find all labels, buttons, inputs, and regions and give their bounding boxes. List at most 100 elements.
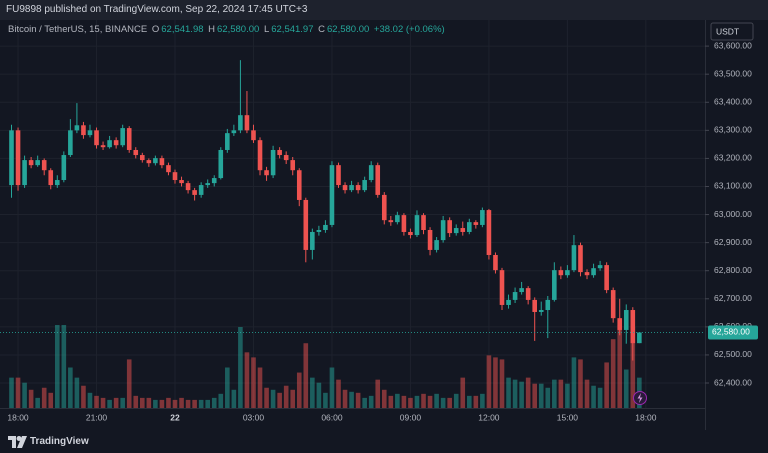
volume-bar bbox=[552, 379, 557, 408]
volume-bar bbox=[395, 393, 400, 408]
y-tick-label: 63,200.00 bbox=[714, 153, 752, 163]
candle-body bbox=[408, 231, 413, 236]
volume-bar bbox=[453, 393, 459, 408]
candle-body bbox=[179, 180, 184, 184]
candle-body bbox=[480, 210, 485, 225]
volume-bar bbox=[473, 395, 479, 408]
candle-body bbox=[133, 149, 139, 156]
candle-body bbox=[538, 310, 544, 312]
volume-bar bbox=[571, 357, 577, 408]
candle-body bbox=[283, 155, 289, 161]
volume-bar bbox=[277, 392, 282, 408]
volume-bar bbox=[303, 343, 309, 408]
volume-bar bbox=[349, 391, 354, 408]
volume-bar bbox=[54, 325, 60, 408]
volume-bar bbox=[211, 397, 217, 408]
volume-bar bbox=[447, 397, 452, 408]
candle-body bbox=[558, 270, 564, 276]
volume-bar bbox=[440, 397, 446, 408]
chart-bg bbox=[0, 20, 768, 430]
candle-body bbox=[421, 215, 426, 231]
volume-bar bbox=[81, 385, 86, 408]
candle-body bbox=[525, 288, 531, 300]
candle-body bbox=[571, 245, 577, 271]
volume-bar bbox=[22, 382, 27, 408]
candle-body bbox=[231, 130, 237, 134]
volume-bar bbox=[506, 377, 511, 408]
ohlc-legend: Bitcoin / TetherUS, 15, BINANCE O 62,541.… bbox=[8, 24, 447, 35]
candle-body bbox=[610, 290, 616, 319]
x-tick-label: 18:00 bbox=[7, 412, 29, 422]
candle-body bbox=[565, 270, 570, 276]
candle-body bbox=[519, 288, 524, 293]
candle-body bbox=[499, 270, 505, 305]
volume-bar bbox=[225, 367, 230, 408]
volume-bar bbox=[597, 387, 603, 408]
volume-bar bbox=[565, 383, 570, 408]
candle-body bbox=[591, 268, 596, 276]
volume-bar bbox=[270, 389, 276, 408]
x-tick-label: 21:00 bbox=[86, 412, 108, 422]
volume-bar bbox=[493, 357, 498, 408]
candle-body bbox=[381, 194, 387, 221]
candle-body bbox=[205, 183, 210, 186]
y-tick-label: 63,500.00 bbox=[714, 68, 752, 78]
candle-body bbox=[310, 231, 315, 250]
volume-bar bbox=[525, 377, 531, 408]
candle-body bbox=[15, 130, 21, 186]
candle-body bbox=[316, 230, 322, 232]
candle-body bbox=[447, 220, 452, 234]
candle-body bbox=[257, 140, 263, 171]
candle-body bbox=[35, 160, 40, 166]
c-value: 62,580.00 bbox=[327, 24, 370, 35]
candle-body bbox=[630, 310, 636, 344]
volume-bar bbox=[584, 379, 590, 408]
volume-bar bbox=[74, 377, 80, 408]
candle-body bbox=[126, 128, 132, 150]
currency-label[interactable]: USDT bbox=[716, 26, 739, 36]
candle-body bbox=[362, 180, 367, 191]
candle-body bbox=[414, 215, 420, 236]
candle-body bbox=[9, 130, 14, 186]
candle-body bbox=[355, 185, 361, 191]
volume-bar bbox=[434, 393, 439, 408]
volume-bar bbox=[231, 389, 237, 408]
volume-bar bbox=[35, 397, 40, 408]
volume-bar bbox=[401, 395, 407, 408]
candle-body bbox=[192, 190, 197, 195]
h-value: 62,580.00 bbox=[217, 24, 260, 35]
volume-bar bbox=[120, 397, 125, 408]
y-tick-label: 63,300.00 bbox=[714, 125, 752, 135]
currency-box[interactable] bbox=[710, 22, 754, 41]
candle-body bbox=[74, 125, 80, 131]
volume-bar bbox=[113, 397, 119, 408]
candle-body bbox=[41, 160, 47, 171]
candle-body bbox=[506, 299, 511, 305]
publish-bar: FU9898 published on TradingView.com, Sep… bbox=[0, 0, 768, 20]
volume-bar bbox=[100, 397, 106, 408]
candle-body bbox=[277, 149, 282, 156]
candle-body bbox=[329, 165, 335, 225]
volume-bar bbox=[87, 392, 93, 408]
candle-body bbox=[512, 292, 518, 300]
y-tick-label: 62,700.00 bbox=[714, 293, 752, 303]
volume-bar bbox=[94, 395, 99, 408]
volume-bar bbox=[48, 392, 54, 408]
o-label: O bbox=[151, 24, 160, 35]
y-tick-label: 62,400.00 bbox=[714, 377, 752, 387]
footer: TradingView bbox=[0, 430, 768, 453]
brand-logo bbox=[8, 436, 27, 448]
candle-body bbox=[427, 230, 433, 250]
y-tick-label: 62,500.00 bbox=[714, 349, 752, 359]
grid bbox=[0, 20, 705, 408]
volume-bar bbox=[604, 362, 609, 408]
candle-body bbox=[81, 125, 86, 136]
volume-bar bbox=[388, 395, 394, 408]
volume-bar bbox=[362, 397, 367, 408]
candle-body bbox=[375, 165, 381, 195]
candle-layer bbox=[9, 60, 642, 361]
l-label: L bbox=[263, 24, 270, 35]
volume-bar bbox=[140, 397, 145, 408]
volume-bar bbox=[421, 393, 426, 408]
l-value: 62,541.97 bbox=[271, 24, 314, 35]
